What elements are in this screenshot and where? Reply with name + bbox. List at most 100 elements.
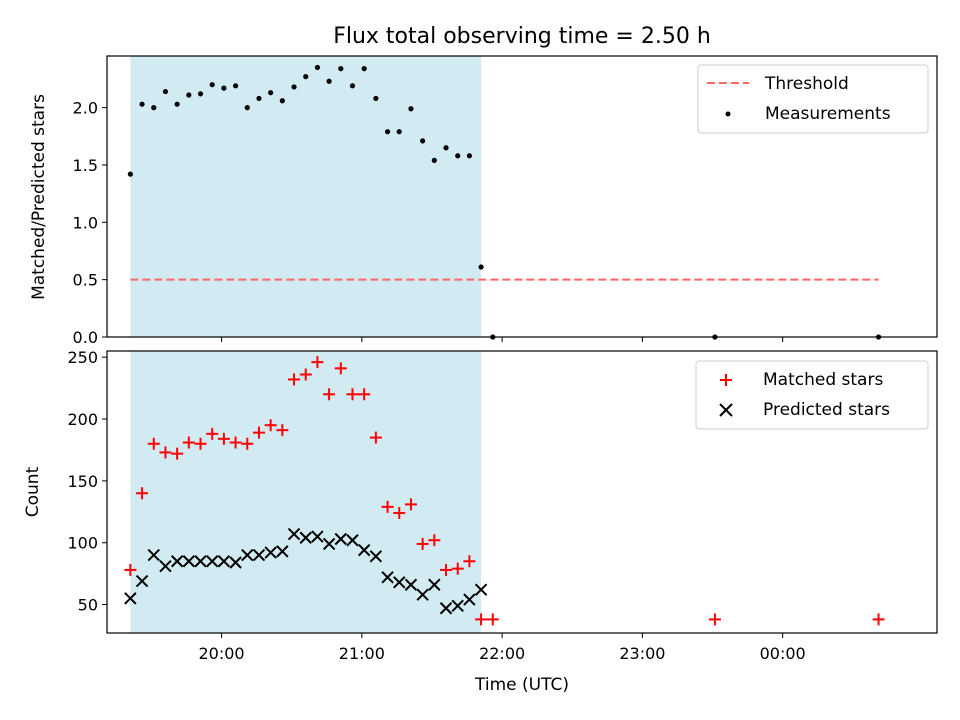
matched-star-point xyxy=(124,563,137,576)
matched-star-point xyxy=(299,368,312,381)
measurement-point xyxy=(420,138,426,144)
predicted-star-point xyxy=(357,543,371,557)
matched-star-point xyxy=(147,437,160,450)
measurements-legend-swatch xyxy=(725,111,731,117)
matched-star-point xyxy=(381,500,394,513)
threshold-legend-label: Threshold xyxy=(764,74,849,94)
measurement-point xyxy=(221,85,227,91)
top-y-tick-label: 2.0 xyxy=(73,99,98,118)
matched-star-point xyxy=(451,562,464,575)
matched-star-point xyxy=(136,487,149,500)
predicted-star-point xyxy=(264,546,277,559)
measurement-point xyxy=(186,92,192,98)
predicted-star-point xyxy=(416,588,429,601)
matched-star-point xyxy=(194,437,207,450)
matched-star-point xyxy=(334,362,347,375)
measurement-point xyxy=(408,106,414,112)
matched-star-point xyxy=(171,447,184,460)
predicted-legend-label: Predicted stars xyxy=(763,400,890,420)
predicted-star-point xyxy=(428,578,441,591)
predicted-star-point xyxy=(404,578,418,591)
measurement-point xyxy=(303,74,309,80)
matched-legend-swatch xyxy=(720,374,732,386)
bottom-y-axis-label: Count xyxy=(23,466,43,517)
matched-star-point xyxy=(206,427,219,440)
predicted-star-point xyxy=(229,556,242,569)
measurement-point xyxy=(244,105,250,111)
predicted-star-point xyxy=(393,576,406,589)
predicted-star-point xyxy=(299,531,312,544)
top-legend-box xyxy=(697,64,929,134)
measurement-point xyxy=(431,157,437,163)
predicted-star-point xyxy=(381,571,394,584)
predicted-star-point xyxy=(474,583,488,596)
measurements-legend-label: Measurements xyxy=(765,104,891,124)
matched-star-point xyxy=(288,373,301,386)
matched-star-point xyxy=(159,446,172,459)
bottom-legend: Matched stars Predicted stars xyxy=(695,360,929,430)
measurement-point xyxy=(384,129,391,135)
top-y-tick-label: 0.5 xyxy=(73,271,98,290)
bottom-y-tick-label: 150 xyxy=(67,472,98,491)
predicted-star-point xyxy=(346,534,359,547)
measurement-point xyxy=(209,82,215,88)
bottom-x-ticks: 20:00 21:00 22:00 23:00 00:00 xyxy=(199,633,806,663)
bottom-x-tick-label: 22:00 xyxy=(479,644,525,663)
bottom-x-tick-label: 20:00 xyxy=(199,644,245,663)
matched-star-point xyxy=(252,426,265,439)
matched-star-point xyxy=(276,424,289,437)
measurement-point xyxy=(396,129,402,135)
matched-star-point xyxy=(872,613,885,626)
measurement-point xyxy=(139,101,145,107)
matched-star-point xyxy=(264,419,277,432)
measurement-point xyxy=(361,66,367,72)
measurement-point xyxy=(151,105,157,111)
bottom-panel: 50 100 150 200 250 20:00 21:00 22:00 23:00 00:00… xyxy=(23,348,938,695)
predicted-star-point xyxy=(147,548,160,562)
top-y-ticks: 0.0 0.5 1.0 1.5 2.0 xyxy=(73,99,107,347)
measurement-point xyxy=(174,101,180,107)
matched-star-point xyxy=(428,534,441,547)
top-legend: Threshold Measurements xyxy=(697,64,929,134)
bottom-y-tick-label: 50 xyxy=(78,596,98,615)
top-plot-layer xyxy=(127,56,882,340)
measurement-point xyxy=(197,91,204,97)
measurement-point xyxy=(279,98,285,104)
predicted-star-point xyxy=(334,532,348,546)
matched-star-point xyxy=(323,388,336,401)
predicted-star-point xyxy=(276,545,289,558)
predicted-star-point xyxy=(439,602,453,615)
bottom-legend-box xyxy=(695,360,929,430)
top-axes-frame xyxy=(106,55,938,338)
matched-star-point xyxy=(241,437,254,450)
predicted-star-point xyxy=(159,560,172,573)
top-y-tick-label: 1.5 xyxy=(73,156,98,175)
matched-star-point xyxy=(393,507,406,520)
measurement-point xyxy=(256,95,262,102)
predicted-star-point xyxy=(124,592,137,605)
bottom-x-tick-label: 00:00 xyxy=(760,644,806,663)
predicted-star-point xyxy=(170,555,184,568)
matched-star-point xyxy=(463,555,476,568)
bottom-x-axis-label: Time (UTC) xyxy=(474,675,569,695)
matched-star-point xyxy=(182,436,195,449)
top-x-ticks xyxy=(221,337,784,342)
measurement-point xyxy=(291,84,297,90)
observing-window-shade xyxy=(130,351,482,633)
top-y-tick-label: 1.0 xyxy=(73,213,98,232)
measurement-point xyxy=(268,90,274,96)
matched-star-point xyxy=(358,388,371,401)
matched-star-point xyxy=(440,563,453,576)
predicted-star-point xyxy=(241,548,254,562)
bottom-y-tick-label: 250 xyxy=(67,348,98,367)
predicted-star-point xyxy=(311,530,324,543)
predicted-star-point xyxy=(206,555,219,568)
predicted-star-point xyxy=(252,548,266,562)
matched-star-point xyxy=(416,537,429,550)
measurement-point xyxy=(466,153,472,159)
predicted-star-point xyxy=(451,599,464,612)
bottom-y-tick-label: 100 xyxy=(67,534,98,553)
predicted-star-point xyxy=(463,593,476,606)
measurement-point xyxy=(349,83,356,89)
